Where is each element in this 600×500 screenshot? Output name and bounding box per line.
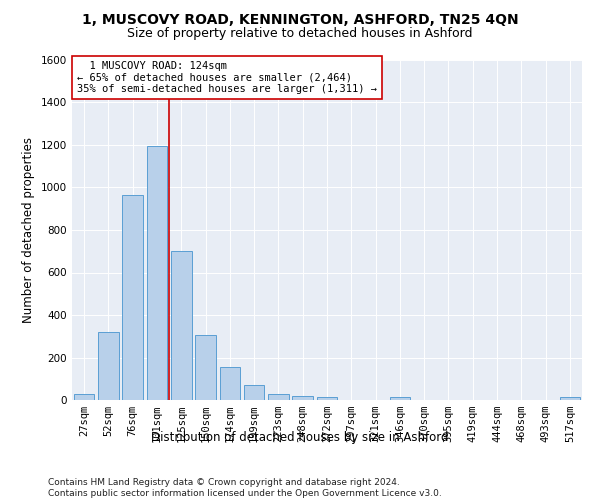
Bar <box>122 195 143 400</box>
Bar <box>171 251 191 400</box>
Y-axis label: Number of detached properties: Number of detached properties <box>22 137 35 323</box>
Text: Contains HM Land Registry data © Crown copyright and database right 2024.
Contai: Contains HM Land Registry data © Crown c… <box>48 478 442 498</box>
Bar <box>244 385 265 400</box>
Bar <box>220 367 240 400</box>
Bar <box>389 398 410 400</box>
Text: Size of property relative to detached houses in Ashford: Size of property relative to detached ho… <box>127 28 473 40</box>
Bar <box>268 394 289 400</box>
Bar <box>74 394 94 400</box>
Bar <box>317 397 337 400</box>
Bar <box>292 396 313 400</box>
Bar <box>560 398 580 400</box>
Bar <box>98 332 119 400</box>
Bar <box>195 335 216 400</box>
Text: 1, MUSCOVY ROAD, KENNINGTON, ASHFORD, TN25 4QN: 1, MUSCOVY ROAD, KENNINGTON, ASHFORD, TN… <box>82 12 518 26</box>
Text: Distribution of detached houses by size in Ashford: Distribution of detached houses by size … <box>151 431 449 444</box>
Text: 1 MUSCOVY ROAD: 124sqm
← 65% of detached houses are smaller (2,464)
35% of semi-: 1 MUSCOVY ROAD: 124sqm ← 65% of detached… <box>77 61 377 94</box>
Bar <box>146 146 167 400</box>
